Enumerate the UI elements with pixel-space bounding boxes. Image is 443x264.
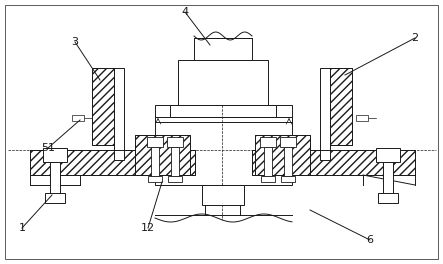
Bar (330, 68, 352, 145)
Bar (30, 150, 195, 175)
Text: 12: 12 (141, 223, 155, 233)
Bar (376, 148, 400, 162)
Bar (45, 193, 65, 203)
Bar (252, 150, 415, 175)
Bar (167, 137, 183, 147)
Text: 1: 1 (19, 223, 26, 233)
Text: 3: 3 (71, 37, 78, 47)
Bar (255, 135, 310, 175)
Bar (194, 38, 252, 60)
Bar (147, 137, 163, 147)
Bar (92, 68, 114, 145)
Bar (151, 147, 159, 176)
Bar (135, 135, 190, 175)
Text: 6: 6 (366, 235, 373, 245)
Bar (252, 150, 415, 175)
Bar (92, 68, 114, 145)
Bar (170, 105, 276, 117)
Bar (284, 147, 292, 176)
Bar (356, 115, 368, 121)
Bar (155, 105, 292, 185)
Bar (114, 68, 124, 160)
Bar (383, 162, 393, 197)
Bar (148, 176, 162, 182)
Bar (261, 176, 275, 182)
Bar (378, 193, 398, 203)
Bar (320, 68, 330, 160)
Bar (30, 150, 195, 175)
Bar (281, 176, 295, 182)
Bar (43, 148, 67, 162)
Text: 51: 51 (41, 143, 55, 153)
Bar (50, 162, 60, 197)
Bar (280, 137, 296, 147)
Bar (330, 68, 352, 145)
Bar (72, 115, 84, 121)
Bar (260, 137, 276, 147)
Bar (178, 60, 268, 105)
Text: 2: 2 (412, 33, 419, 43)
Bar (264, 147, 272, 176)
Bar (171, 147, 179, 176)
Bar (202, 185, 244, 205)
Text: 4: 4 (182, 7, 189, 17)
Bar (135, 135, 190, 175)
Bar (255, 135, 310, 175)
Bar (168, 176, 182, 182)
